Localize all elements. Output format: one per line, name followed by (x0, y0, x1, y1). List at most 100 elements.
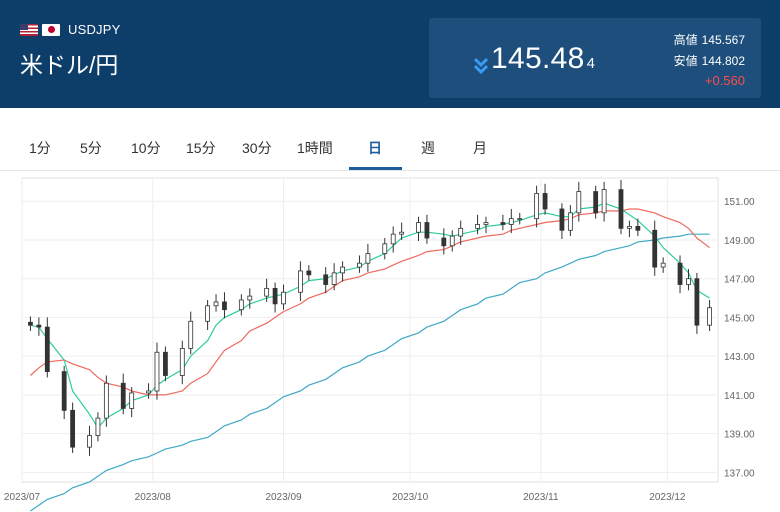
y-tick-label: 147.00 (724, 275, 755, 286)
tab-1min[interactable]: 1分 (29, 140, 51, 156)
candle-body (694, 278, 700, 326)
low-value: 144.802 (701, 54, 745, 68)
y-axis: 151.00 149.00 147.00 145.00 143.00 141.00 139.… (724, 197, 755, 479)
candle-body (458, 227, 464, 237)
candle-body (660, 262, 666, 268)
pair-row: USDJPY (20, 22, 121, 37)
candle-body (323, 274, 329, 285)
pair-name: 米ドル/円 (20, 52, 119, 78)
tabs-divider (0, 170, 780, 171)
candle-body (129, 392, 135, 409)
candle-body (264, 287, 270, 297)
candle-body (340, 266, 345, 274)
candle-body (70, 409, 76, 448)
x-tick-label: 2023/08 (135, 492, 172, 503)
candle-body (652, 229, 658, 268)
candle-body (205, 305, 211, 322)
y-tick-label: 151.00 (724, 197, 755, 208)
candle-body (297, 270, 303, 293)
candle-body (154, 351, 160, 392)
candle-body (559, 208, 565, 231)
active-tab-indicator (349, 167, 402, 170)
candles (28, 179, 712, 456)
candle-body (618, 189, 624, 229)
candle-body (146, 390, 151, 394)
candle-body (508, 218, 514, 225)
candle-body (686, 278, 691, 285)
candle-body (95, 417, 101, 436)
candle-body (163, 351, 168, 376)
tab-weekly[interactable]: 週 (421, 140, 435, 156)
timeframe-tabs: 1分 5分 10分 15分 30分 1時間 日 週 月 (0, 130, 780, 170)
y-tick-label: 149.00 (724, 236, 755, 247)
y-tick-label: 139.00 (724, 430, 755, 441)
candle-body (213, 301, 219, 307)
candle-body (44, 326, 50, 373)
tab-daily[interactable]: 日 (368, 140, 382, 156)
candle-body (416, 222, 421, 233)
tab-1hour[interactable]: 1時間 (297, 140, 333, 156)
high-value: 145.567 (701, 33, 745, 47)
x-tick-label: 2023/10 (392, 492, 429, 503)
plot-frame (21, 177, 719, 483)
tab-5min[interactable]: 5分 (80, 140, 102, 156)
double-chevron-down-icon (473, 57, 489, 75)
tab-monthly[interactable]: 月 (473, 140, 487, 156)
quote-box: 145.48 4 高値 145.567 安値 144.802 +0.560 (429, 18, 761, 98)
candle-body (28, 321, 33, 326)
current-price: 145.48 4 (491, 42, 595, 76)
moving-average-lines (29, 202, 710, 512)
candle-body (390, 233, 396, 245)
us-flag-icon (20, 23, 38, 36)
candle-body (449, 235, 455, 247)
x-tick-label: 2023/09 (265, 492, 302, 503)
candle-body (635, 226, 641, 231)
low-label: 安値 (673, 54, 698, 68)
candle-body (517, 218, 523, 221)
candle-body (36, 324, 42, 328)
candle-body (576, 191, 582, 214)
price-small-digit: 4 (586, 55, 596, 72)
price-change: +0.560 (704, 73, 745, 88)
candle-body (272, 287, 278, 305)
y-tick-label: 141.00 (724, 391, 755, 402)
x-axis: 2023/07 2023/08 2023/09 2023/10 2023/11 2023/… (4, 492, 686, 503)
candle-body (331, 272, 337, 285)
candle-body (542, 193, 548, 210)
candle-body (601, 189, 607, 214)
candle-body (567, 212, 573, 231)
pair-code: USDJPY (68, 22, 121, 37)
candle-body (475, 224, 480, 229)
candle-body (222, 301, 227, 311)
x-tick-label: 2023/07 (4, 492, 41, 503)
ma-long-line (30, 233, 710, 512)
y-tick-label: 143.00 (724, 352, 755, 363)
candle-body (707, 307, 712, 326)
candle-body (399, 231, 405, 235)
tab-15min[interactable]: 15分 (186, 140, 216, 156)
candle-body (483, 222, 489, 225)
candle-body (87, 435, 92, 448)
tab-10min[interactable]: 10分 (131, 140, 161, 156)
candle-body (306, 270, 312, 276)
candle-body (677, 262, 683, 285)
candle-body (61, 371, 67, 411)
tab-30min[interactable]: 30分 (242, 140, 272, 156)
candle-body (238, 299, 244, 311)
x-tick-label: 2023/11 (523, 492, 559, 503)
y-tick-label: 145.00 (724, 313, 755, 324)
candle-body (593, 191, 599, 214)
price-chart[interactable]: 151.00 149.00 147.00 145.00 143.00 141.00 139.… (0, 172, 780, 512)
candle-body (247, 295, 253, 301)
candle-body (627, 226, 632, 229)
candle-body (441, 237, 447, 247)
header: USDJPY 米ドル/円 145.48 4 高値 145.567 安値 144.802… (0, 0, 780, 108)
low-row: 安値 144.802 (674, 52, 745, 69)
price-main: 145.48 (491, 42, 585, 75)
candle-body (365, 253, 371, 264)
candle-body (188, 320, 194, 349)
candle-body (534, 193, 540, 220)
x-tick-label: 2023/12 (649, 492, 686, 503)
candle-body (281, 291, 286, 305)
candle-body (179, 347, 185, 376)
